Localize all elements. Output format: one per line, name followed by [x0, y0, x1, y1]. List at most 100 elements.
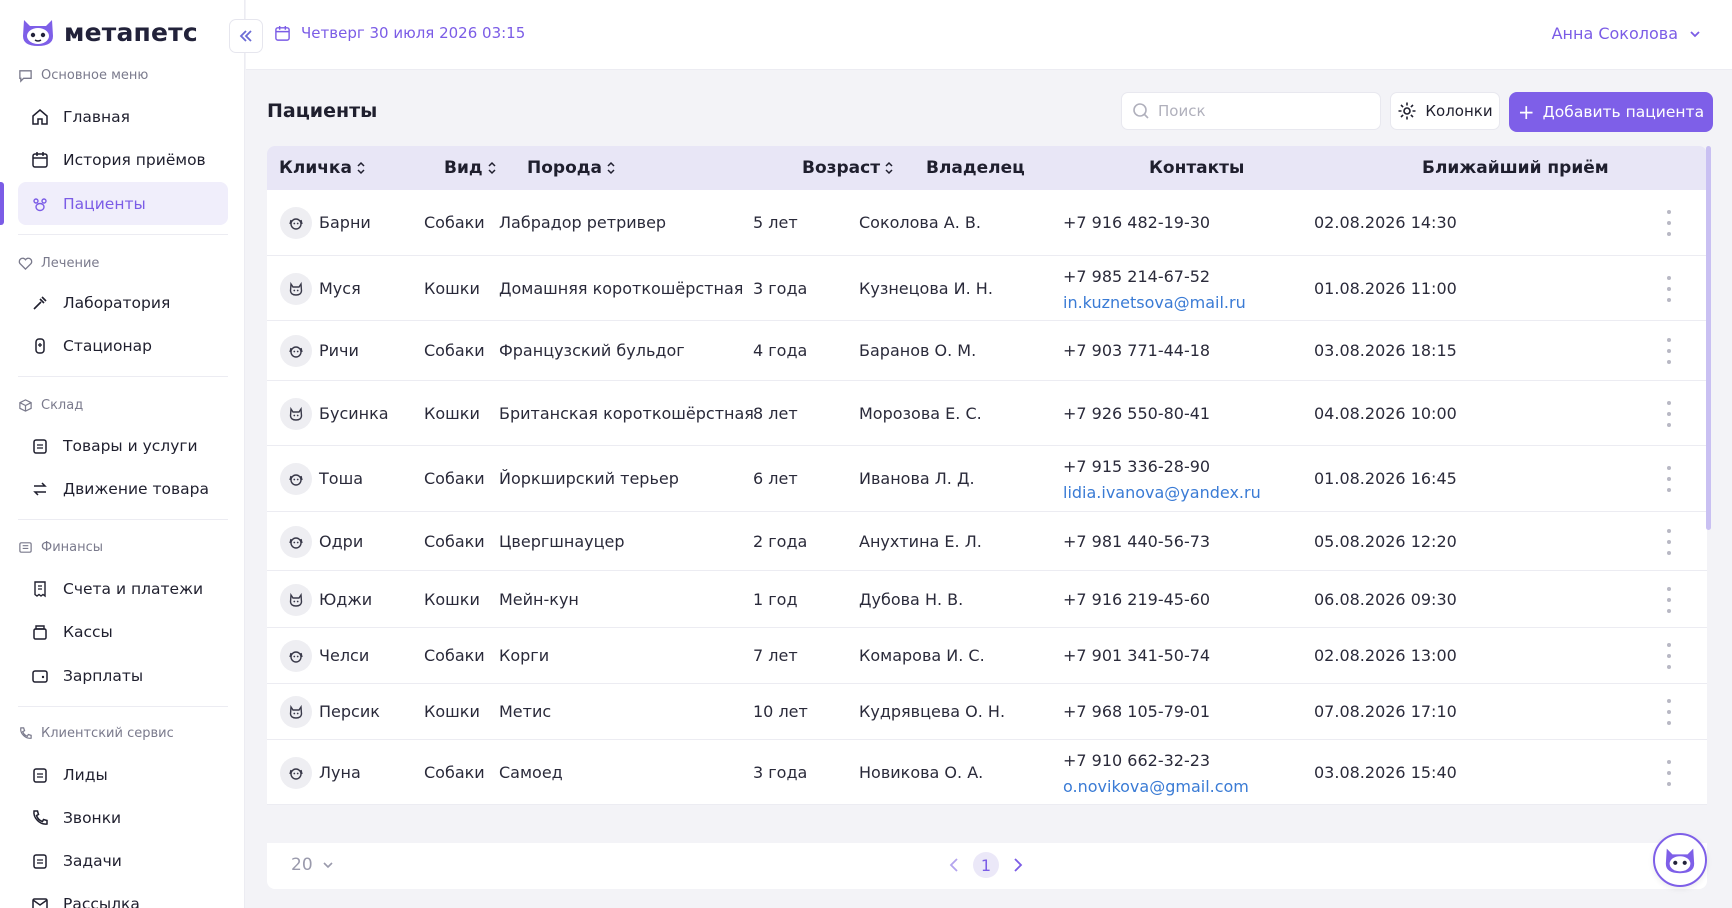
sidebar-item-patients[interactable]: Пациенты: [0, 182, 228, 225]
pet-name[interactable]: Персик: [319, 702, 380, 721]
assistant-chat-button[interactable]: [1653, 833, 1707, 887]
sidebar-item-stock-movement[interactable]: Движение товара: [18, 467, 228, 510]
search-box[interactable]: [1121, 92, 1381, 130]
sidebar-item-tasks[interactable]: Задачи: [18, 839, 228, 882]
pet-species: Собаки: [424, 469, 485, 488]
clipboard-icon: [33, 438, 47, 454]
sidebar-item-home[interactable]: Главная: [18, 95, 228, 138]
page-size-select[interactable]: 20: [291, 855, 335, 875]
row-actions-menu-icon[interactable]: [1662, 586, 1676, 613]
sidebar-item-invoices[interactable]: Счета и платежи: [18, 567, 228, 610]
pet-name[interactable]: Ричи: [319, 341, 359, 360]
owner-name[interactable]: Соколова А. В.: [859, 213, 981, 232]
table-row[interactable]: Челси Собаки Корги 7 лет Комарова И. С. +7 90…: [267, 628, 1707, 684]
add-patient-button[interactable]: + Добавить пациента: [1509, 92, 1713, 132]
pet-name[interactable]: Бусинка: [319, 403, 389, 423]
row-actions-menu-icon[interactable]: [1662, 466, 1676, 492]
section-client-service: Клиентский сервис: [18, 726, 174, 741]
table-row[interactable]: Бусинка Кошки Британская короткошёрстная 8 …: [267, 381, 1707, 446]
search-input[interactable]: [1158, 102, 1358, 120]
row-actions-menu-icon[interactable]: [1662, 699, 1676, 725]
owner-phone[interactable]: +7 981 440-56-73: [1063, 531, 1211, 551]
owner-email[interactable]: in.kuznetsova@mail.ru: [1063, 292, 1246, 312]
pet-name[interactable]: Одри: [319, 531, 364, 551]
owner-phone[interactable]: +7 926 550-80-41: [1063, 403, 1211, 423]
prev-page-button[interactable]: [945, 851, 963, 879]
owner-phone[interactable]: +7 903 771-44-18: [1063, 341, 1211, 360]
pet-name[interactable]: Муся: [319, 278, 361, 298]
owner-name[interactable]: Баранов О. М.: [859, 341, 977, 360]
user-menu[interactable]: Анна Соколова: [1552, 24, 1702, 43]
logo[interactable]: метапетс: [18, 14, 198, 50]
section-warehouse: Склад: [18, 398, 83, 413]
column-header-breed[interactable]: Порода: [527, 158, 616, 178]
add-patient-label: Добавить пациента: [1542, 103, 1705, 121]
table-row[interactable]: Ричи Собаки Французский бульдог 4 года Баран…: [267, 321, 1707, 381]
row-actions-menu-icon[interactable]: [1662, 528, 1676, 555]
sidebar-item-laboratory[interactable]: Лаборатория: [18, 281, 228, 324]
page-number-button[interactable]: 1: [973, 852, 999, 878]
row-actions-menu-icon[interactable]: [1662, 210, 1676, 236]
chevron-right-icon: [1014, 858, 1023, 872]
table-row[interactable]: Тоша Собаки Йоркширский терьер 6 лет Иванова…: [267, 446, 1707, 512]
calendar-icon: [32, 151, 48, 168]
owner-name[interactable]: Новикова О. А.: [859, 762, 984, 782]
owner-phone[interactable]: +7 915 336-28-90: [1063, 457, 1211, 476]
owner-phone[interactable]: +7 910 662-32-23: [1063, 750, 1211, 770]
pet-name[interactable]: Тоша: [319, 469, 364, 488]
row-actions-menu-icon[interactable]: [1662, 643, 1676, 669]
owner-phone[interactable]: +7 901 341-50-74: [1063, 646, 1211, 665]
table-row[interactable]: Персик Кошки Метис 10 лет Кудрявцева О. Н. +7…: [267, 684, 1707, 740]
table-row[interactable]: Муся Кошки Домашняя короткошёрстная 3 года К…: [267, 256, 1707, 321]
sidebar-item-calls[interactable]: Звонки: [18, 796, 228, 839]
owner-name[interactable]: Кудрявцева О. Н.: [859, 702, 1006, 721]
owner-email[interactable]: lidia.ivanova@yandex.ru: [1063, 483, 1261, 502]
owner-name[interactable]: Иванова Л. Д.: [859, 469, 975, 488]
sidebar-item-salaries[interactable]: Зарплаты: [18, 654, 228, 697]
columns-label: Колонки: [1425, 102, 1493, 120]
pet-name[interactable]: Челси: [319, 646, 370, 665]
owner-phone[interactable]: +7 916 219-45-60: [1063, 589, 1211, 609]
owner-phone[interactable]: +7 985 214-67-52: [1063, 266, 1211, 286]
table-row[interactable]: Юджи Кошки Мейн-кун 1 год Дубова Н. В. +7 916…: [267, 571, 1707, 628]
pet-name[interactable]: Луна: [319, 762, 361, 782]
column-header-next-visit: Ближайший приём: [1422, 158, 1609, 178]
pet-age: 10 лет: [753, 702, 808, 721]
table-row[interactable]: Барни Собаки Лабрадор ретривер 5 лет Соколов…: [267, 190, 1707, 256]
owner-name[interactable]: Кузнецова И. Н.: [859, 278, 993, 298]
row-actions-menu-icon[interactable]: [1662, 338, 1676, 364]
owner-name[interactable]: Комарова И. С.: [859, 646, 985, 665]
dog-icon: [289, 651, 303, 663]
row-actions-menu-icon[interactable]: [1662, 400, 1676, 427]
owner-phone[interactable]: +7 968 105-79-01: [1063, 702, 1211, 721]
sidebar-item-goods[interactable]: Товары и услуги: [18, 424, 228, 467]
sidebar-item-visit-history[interactable]: История приёмов: [18, 138, 228, 181]
columns-button[interactable]: Колонки: [1390, 92, 1500, 130]
pet-name[interactable]: Барни: [319, 213, 371, 232]
divider: [18, 376, 228, 377]
row-actions-menu-icon[interactable]: [1662, 759, 1676, 786]
sidebar-item-leads[interactable]: Лиды: [18, 753, 228, 796]
owner-name[interactable]: Морозова Е. С.: [859, 403, 982, 423]
row-actions-menu-icon[interactable]: [1662, 275, 1676, 302]
column-header-age[interactable]: Возраст: [802, 158, 894, 178]
search-icon: [1133, 103, 1149, 119]
sidebar-item-mailing[interactable]: Рассылка: [18, 882, 228, 908]
column-header-species[interactable]: Вид: [444, 158, 497, 178]
column-header-name[interactable]: Кличка: [279, 158, 366, 178]
collapse-sidebar-button[interactable]: [229, 19, 263, 53]
sidebar-item-cash-desks[interactable]: Кассы: [18, 610, 228, 653]
owner-name[interactable]: Дубова Н. В.: [859, 589, 964, 609]
table-row[interactable]: Одри Собаки Цвергшнауцер 2 года Анухтина Е. …: [267, 512, 1707, 571]
owner-email[interactable]: o.novikova@gmail.com: [1063, 776, 1249, 796]
sidebar-item-hospital[interactable]: Стационар: [18, 324, 228, 367]
chevron-left-icon: [949, 858, 958, 872]
table-row[interactable]: Луна Собаки Самоед 3 года Новикова О. А. +7 9…: [267, 740, 1707, 805]
dog-icon: [289, 767, 303, 780]
owner-phone[interactable]: +7 916 482-19-30: [1063, 213, 1211, 232]
owner-name[interactable]: Анухтина Е. Л.: [859, 531, 982, 551]
table-scrollbar[interactable]: [1706, 146, 1711, 530]
pet-name[interactable]: Юджи: [319, 589, 373, 609]
pet-species: Кошки: [424, 278, 480, 298]
next-page-button[interactable]: [1009, 851, 1027, 879]
